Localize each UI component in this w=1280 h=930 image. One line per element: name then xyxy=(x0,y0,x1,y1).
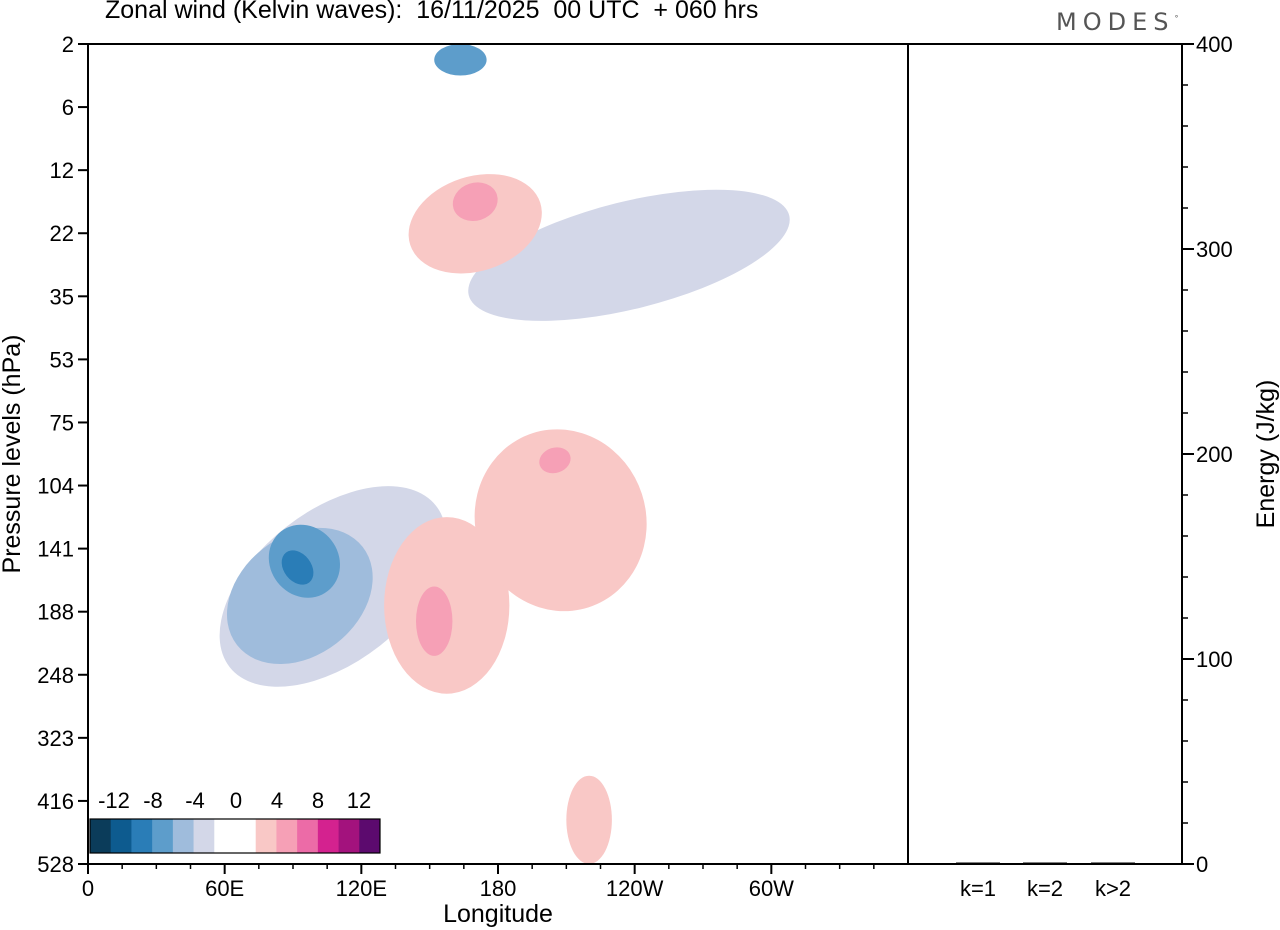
x-axis: 0 60E 120E 180 120W 60W xyxy=(82,864,875,901)
x-tick-label: 180 xyxy=(480,876,517,901)
energy-category-label: k=2 xyxy=(1027,876,1063,901)
energy-category-label: k>2 xyxy=(1095,876,1131,901)
y-tick-label: 248 xyxy=(37,663,74,688)
energy-tick-label: 300 xyxy=(1196,237,1233,262)
colorbar-swatch xyxy=(131,819,153,853)
brand-logo: MODES° xyxy=(1056,8,1179,36)
contour-positive-9 xyxy=(539,447,571,474)
y-tick-label: 75 xyxy=(50,410,74,435)
energy-bar xyxy=(1091,862,1135,864)
main-plot-frame xyxy=(87,43,909,865)
colorbar-swatch xyxy=(297,819,319,853)
colorbar-swatch xyxy=(193,819,215,853)
x-tick-label: 120E xyxy=(336,876,387,901)
colorbar-swatch xyxy=(152,819,174,853)
colorbar-label: 8 xyxy=(312,788,324,813)
y-tick-label: 35 xyxy=(50,284,74,309)
y-tick-label: 53 xyxy=(50,347,74,372)
y-axis: 2 6 12 22 35 53 75 104 141 188 248 323 416 528 xyxy=(37,32,88,877)
colorbar-swatch xyxy=(90,819,112,853)
x-tick-label: 0 xyxy=(82,876,94,901)
colorbar-frame xyxy=(89,818,381,854)
energy-bar xyxy=(1023,862,1067,864)
contour-positive-8 xyxy=(474,429,647,612)
colorbar-swatch xyxy=(235,819,257,853)
y-tick-label: 22 xyxy=(50,221,74,246)
energy-tick-label: 200 xyxy=(1196,442,1233,467)
x-tick-label: 60E xyxy=(205,876,244,901)
chart-title: Zonal wind (Kelvin waves): 16/11/2025 00… xyxy=(105,0,759,24)
contour-positive-12 xyxy=(566,775,612,864)
colorbar-label: -8 xyxy=(143,788,163,813)
y-tick-label: 12 xyxy=(50,158,74,183)
contour-negative-4 xyxy=(468,189,790,321)
colorbar-swatch xyxy=(317,819,339,853)
energy-bar xyxy=(956,862,1000,864)
y-tick-label: 188 xyxy=(37,600,74,625)
colorbar-label: -4 xyxy=(185,788,205,813)
colorbar-swatch xyxy=(214,819,236,853)
colorbar-swatch xyxy=(172,819,194,853)
contour-negative-3 xyxy=(281,550,314,585)
energy-bars: k=1 k=2 k>2 xyxy=(956,862,1135,901)
energy-axis-title: Energy (J/kg) xyxy=(1252,380,1280,529)
colorbar-swatch xyxy=(110,819,132,853)
contour-negative-5 xyxy=(434,44,487,76)
x-tick-label: 60W xyxy=(749,876,794,901)
contour-positive-11 xyxy=(452,182,498,222)
colorbar: -12 -8 -4 0 4 8 12 xyxy=(89,788,381,854)
colorbar-label: -12 xyxy=(98,788,130,813)
y-tick-label: 141 xyxy=(37,537,74,562)
y-tick-label: 2 xyxy=(62,32,74,57)
energy-tick-label: 100 xyxy=(1196,647,1233,672)
colorbar-swatch xyxy=(338,819,360,853)
y-tick-label: 104 xyxy=(37,474,74,499)
colorbar-swatch xyxy=(359,819,381,853)
colorbar-label: 4 xyxy=(271,788,283,813)
y-axis-title: Pressure levels (hPa) xyxy=(0,335,26,574)
contour-positive-7 xyxy=(416,586,453,656)
y-tick-label: 6 xyxy=(62,95,74,120)
energy-tick-label: 0 xyxy=(1196,852,1208,877)
x-axis-title: Longitude xyxy=(443,900,553,928)
wind-contour-field xyxy=(219,44,790,864)
colorbar-label: 0 xyxy=(230,788,242,813)
y-tick-label: 528 xyxy=(37,852,74,877)
x-tick-label: 120W xyxy=(606,876,664,901)
energy-category-label: k=1 xyxy=(960,876,996,901)
energy-axis: 0 100 200 300 400 xyxy=(1182,32,1233,877)
colorbar-swatch xyxy=(276,819,298,853)
y-tick-label: 416 xyxy=(37,789,74,814)
contour-positive-10 xyxy=(408,174,542,274)
colorbar-label: 12 xyxy=(347,788,371,813)
y-tick-label: 323 xyxy=(37,726,74,751)
colorbar-swatch xyxy=(255,819,277,853)
energy-tick-label: 400 xyxy=(1196,32,1233,57)
